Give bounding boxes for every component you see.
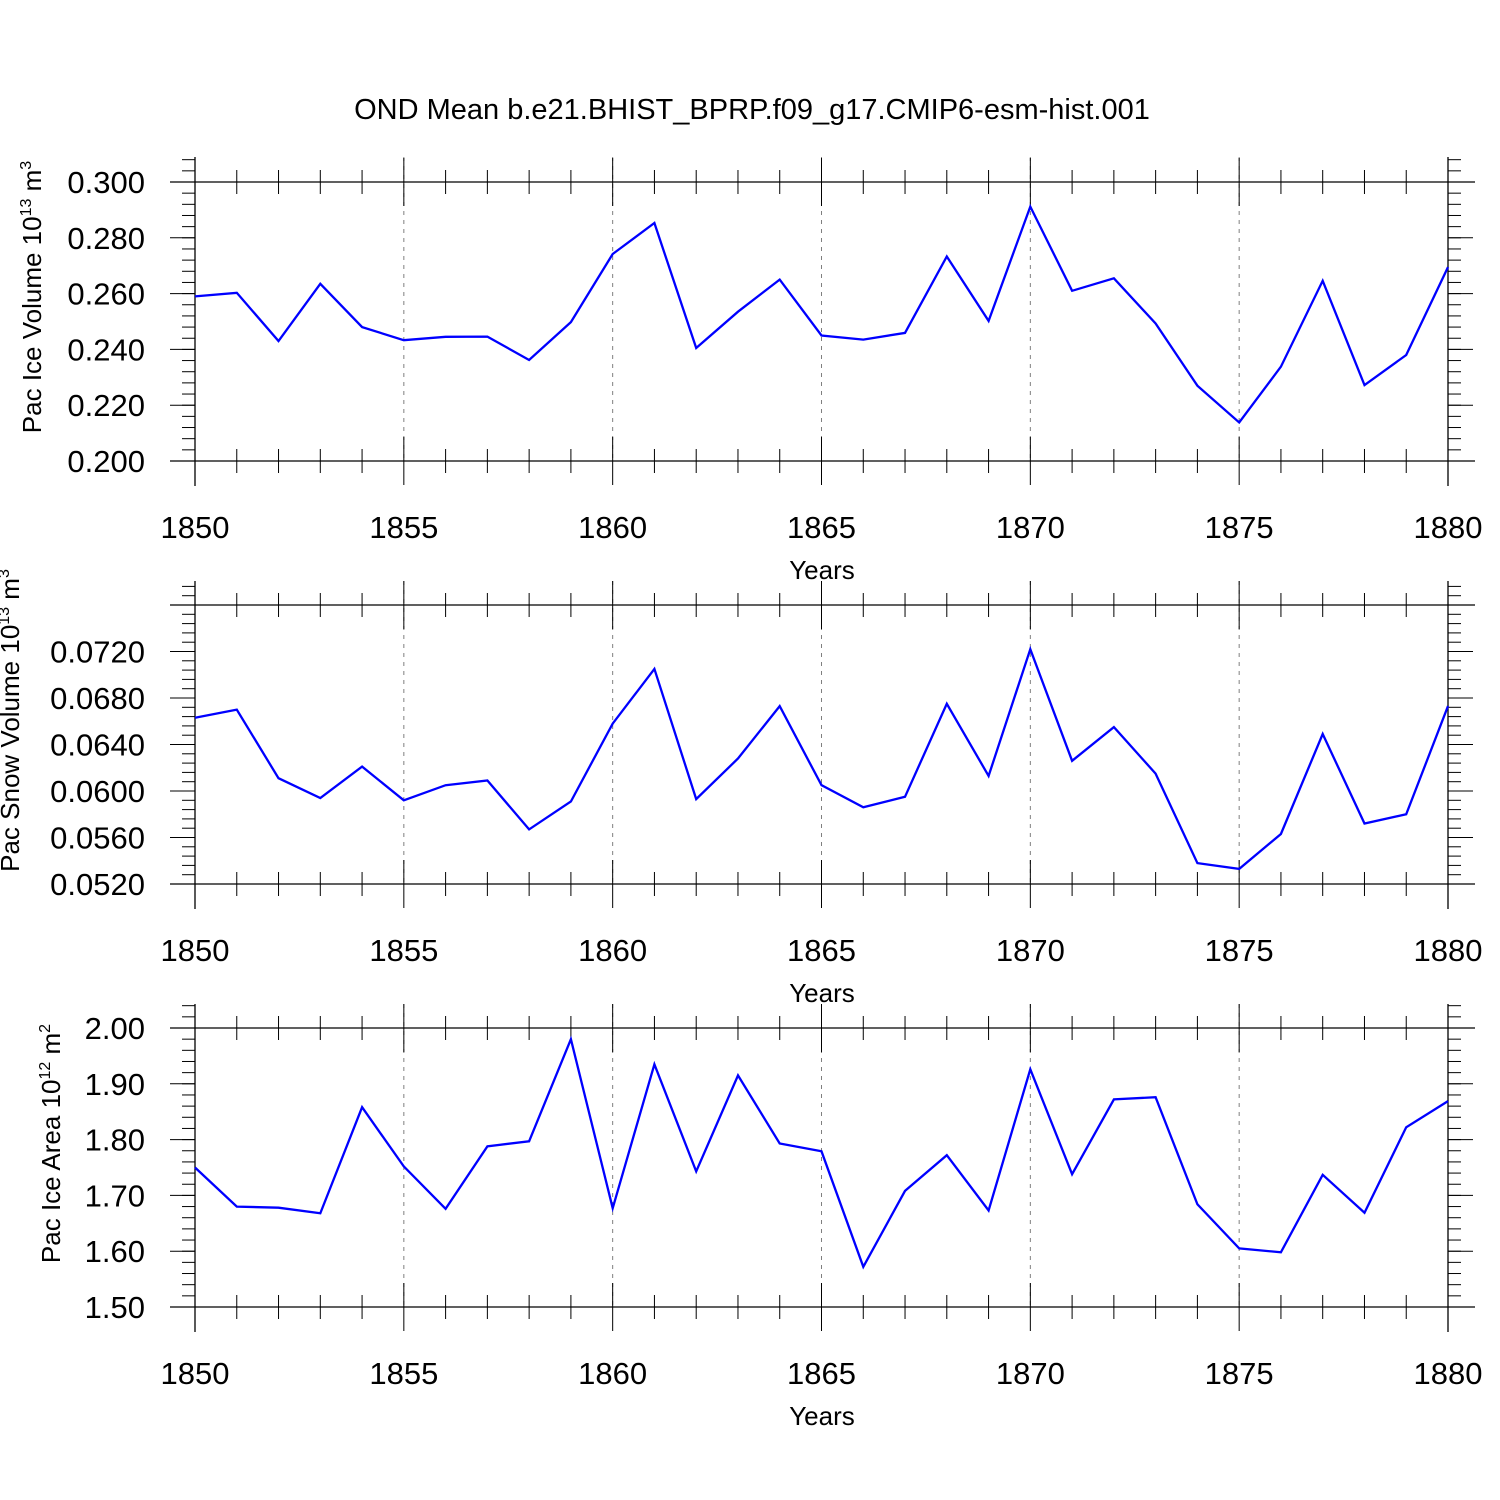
y-axis-title-unit: m <box>0 578 25 607</box>
y-tick-label: 0.240 <box>67 332 145 367</box>
y-axis-title-text: Pac Ice Volume 10 <box>17 216 47 433</box>
x-tick-label: 1865 <box>787 933 856 968</box>
series-line <box>194 203 1450 425</box>
chart-panel-2: 0.0520 0.0560 0.0600 0.0640 0.0680 0.0720 1850… <box>0 569 1482 1008</box>
y-axis-title-unit-exponent: 3 <box>18 161 35 170</box>
x-tick-label: 1880 <box>1414 933 1483 968</box>
y-tick-label: 0.220 <box>67 388 145 423</box>
x-tick-label: 1870 <box>996 1356 1065 1391</box>
x-tick-label: 1850 <box>161 933 230 968</box>
x-tick-label: 1875 <box>1205 510 1274 545</box>
x-tick-label: 1870 <box>996 933 1065 968</box>
y-axis-title: Pac Snow Volume 1013 m3 <box>0 569 25 872</box>
y-tick-label: 2.00 <box>85 1011 145 1046</box>
x-tick-label: 1875 <box>1205 933 1274 968</box>
y-tick-label: 0.0680 <box>50 681 145 716</box>
y-axis-title-exponent: 13 <box>18 198 35 216</box>
y-axis-title: Pac Ice Area 1012 m2 <box>36 1024 66 1263</box>
x-tick-label: 1875 <box>1205 1356 1274 1391</box>
y-axis-title-unit: m <box>36 1033 66 1062</box>
y-tick-label: 0.0640 <box>50 728 145 763</box>
y-tick-label: 1.90 <box>85 1067 145 1102</box>
y-tick-label: 1.70 <box>85 1178 145 1213</box>
y-axis-title-exponent: 12 <box>37 1062 54 1080</box>
x-tick-label: 1860 <box>578 933 647 968</box>
x-tick-label: 1860 <box>578 1356 647 1391</box>
y-axis-title-unit-exponent: 2 <box>37 1024 54 1033</box>
chart-panel-1: 0.200 0.220 0.240 0.260 0.280 0.300 1850 1855 18… <box>17 157 1482 585</box>
y-axis-title: Pac Ice Volume 1013 m3 <box>17 161 47 434</box>
x-axis-title: Years <box>789 1401 855 1431</box>
x-tick-label: 1865 <box>787 1356 856 1391</box>
y-tick-label: 0.260 <box>67 277 145 312</box>
y-axis-title-text: Pac Snow Volume 10 <box>0 625 25 872</box>
y-tick-label: 0.0560 <box>50 821 145 856</box>
chart-title: OND Mean b.e21.BHIST_BPRP.f09_g17.CMIP6-… <box>354 94 1150 126</box>
y-tick-label: 1.60 <box>85 1234 145 1269</box>
x-tick-label: 1855 <box>369 1356 438 1391</box>
y-tick-label: 0.200 <box>67 444 145 479</box>
x-tick-label: 1880 <box>1414 510 1483 545</box>
x-axis-title: Years <box>789 978 855 1008</box>
y-tick-label: 0.0720 <box>50 635 145 670</box>
x-tick-label: 1870 <box>996 510 1065 545</box>
y-axis-title-unit: m <box>17 170 47 199</box>
series-line <box>194 1035 1449 1270</box>
x-tick-label: 1860 <box>578 510 647 545</box>
y-tick-label: 0.0600 <box>50 774 145 809</box>
y-tick-label: 0.0520 <box>50 867 145 902</box>
y-tick-label: 0.300 <box>67 165 145 200</box>
y-axis-title-exponent: 13 <box>0 607 13 625</box>
y-tick-label: 1.80 <box>85 1123 145 1158</box>
x-axis-title: Years <box>789 555 855 585</box>
y-axis-title-text: Pac Ice Area 10 <box>36 1080 66 1264</box>
series-line <box>194 645 1450 871</box>
panels: 0.200 0.220 0.240 0.260 0.280 0.300 1850 1855 18… <box>0 157 1482 1431</box>
x-tick-label: 1850 <box>161 1356 230 1391</box>
x-tick-label: 1865 <box>787 510 856 545</box>
y-axis-title-unit-exponent: 3 <box>0 569 13 578</box>
y-tick-label: 1.50 <box>85 1290 145 1325</box>
y-tick-label: 0.280 <box>67 221 145 256</box>
x-tick-label: 1855 <box>369 510 438 545</box>
x-tick-label: 1850 <box>161 510 230 545</box>
x-tick-label: 1880 <box>1414 1356 1483 1391</box>
chart-panel-3: 1.50 1.60 1.70 1.80 1.90 2.00 1850 1855 1860 1865… <box>36 1004 1482 1431</box>
x-tick-label: 1855 <box>369 933 438 968</box>
